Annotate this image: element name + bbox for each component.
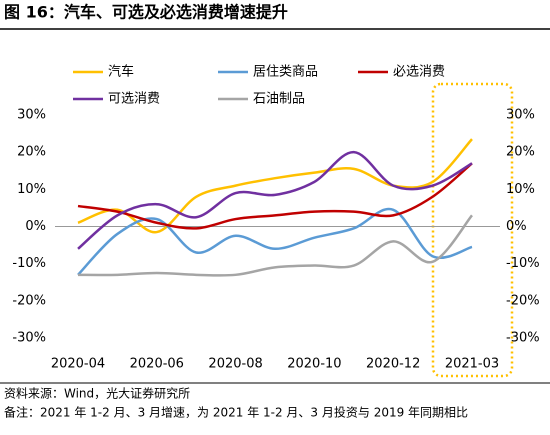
series-line [77,162,473,230]
legend-label: 汽车 [108,64,134,80]
y2-tick-label: 20% [506,145,535,160]
y-tick-label: 20% [17,145,46,160]
source: 资料来源：Wind，光大证券研究所 [4,386,190,401]
highlight-box [431,82,514,378]
y2-tick-label: -10% [506,256,540,271]
x-tick-label: 2021-03 [445,357,499,372]
x-tick-label: 2020-08 [208,357,262,372]
legend-label: 必选消费 [393,65,445,80]
x-tick-label: 2020-10 [287,357,341,372]
y-tick-label: 0% [25,219,46,234]
series-line [77,138,473,234]
chart-title: 图 16：汽车、可选及必选消费增速提升 [4,3,288,22]
x-tick-label: 2020-12 [366,357,420,372]
y-tick-label: -30% [12,331,46,346]
y-tick-label: 30% [17,108,46,123]
legend-label: 居住类商品 [253,65,318,80]
y-tick-label: -10% [12,256,46,271]
legend-label: 可选消费 [108,92,160,107]
y2-tick-label: 30% [506,108,535,123]
y-tick-label: 10% [17,182,46,197]
series-line [77,150,473,250]
y2-tick-label: 10% [506,182,535,197]
series-line [77,214,473,277]
y-tick-label: -20% [12,293,46,308]
y2-tick-label: -20% [506,293,540,308]
x-tick-label: 2020-04 [51,357,105,372]
x-tick-label: 2020-06 [130,357,184,372]
y2-tick-label: 0% [506,219,527,234]
y2-tick-label: -30% [506,331,540,346]
series-line [77,207,473,276]
legend-label: 石油制品 [253,92,305,107]
note: 备注：2021 年 1-2 月、3 月增速，为 2021 年 1-2 月、3 月… [4,405,468,420]
